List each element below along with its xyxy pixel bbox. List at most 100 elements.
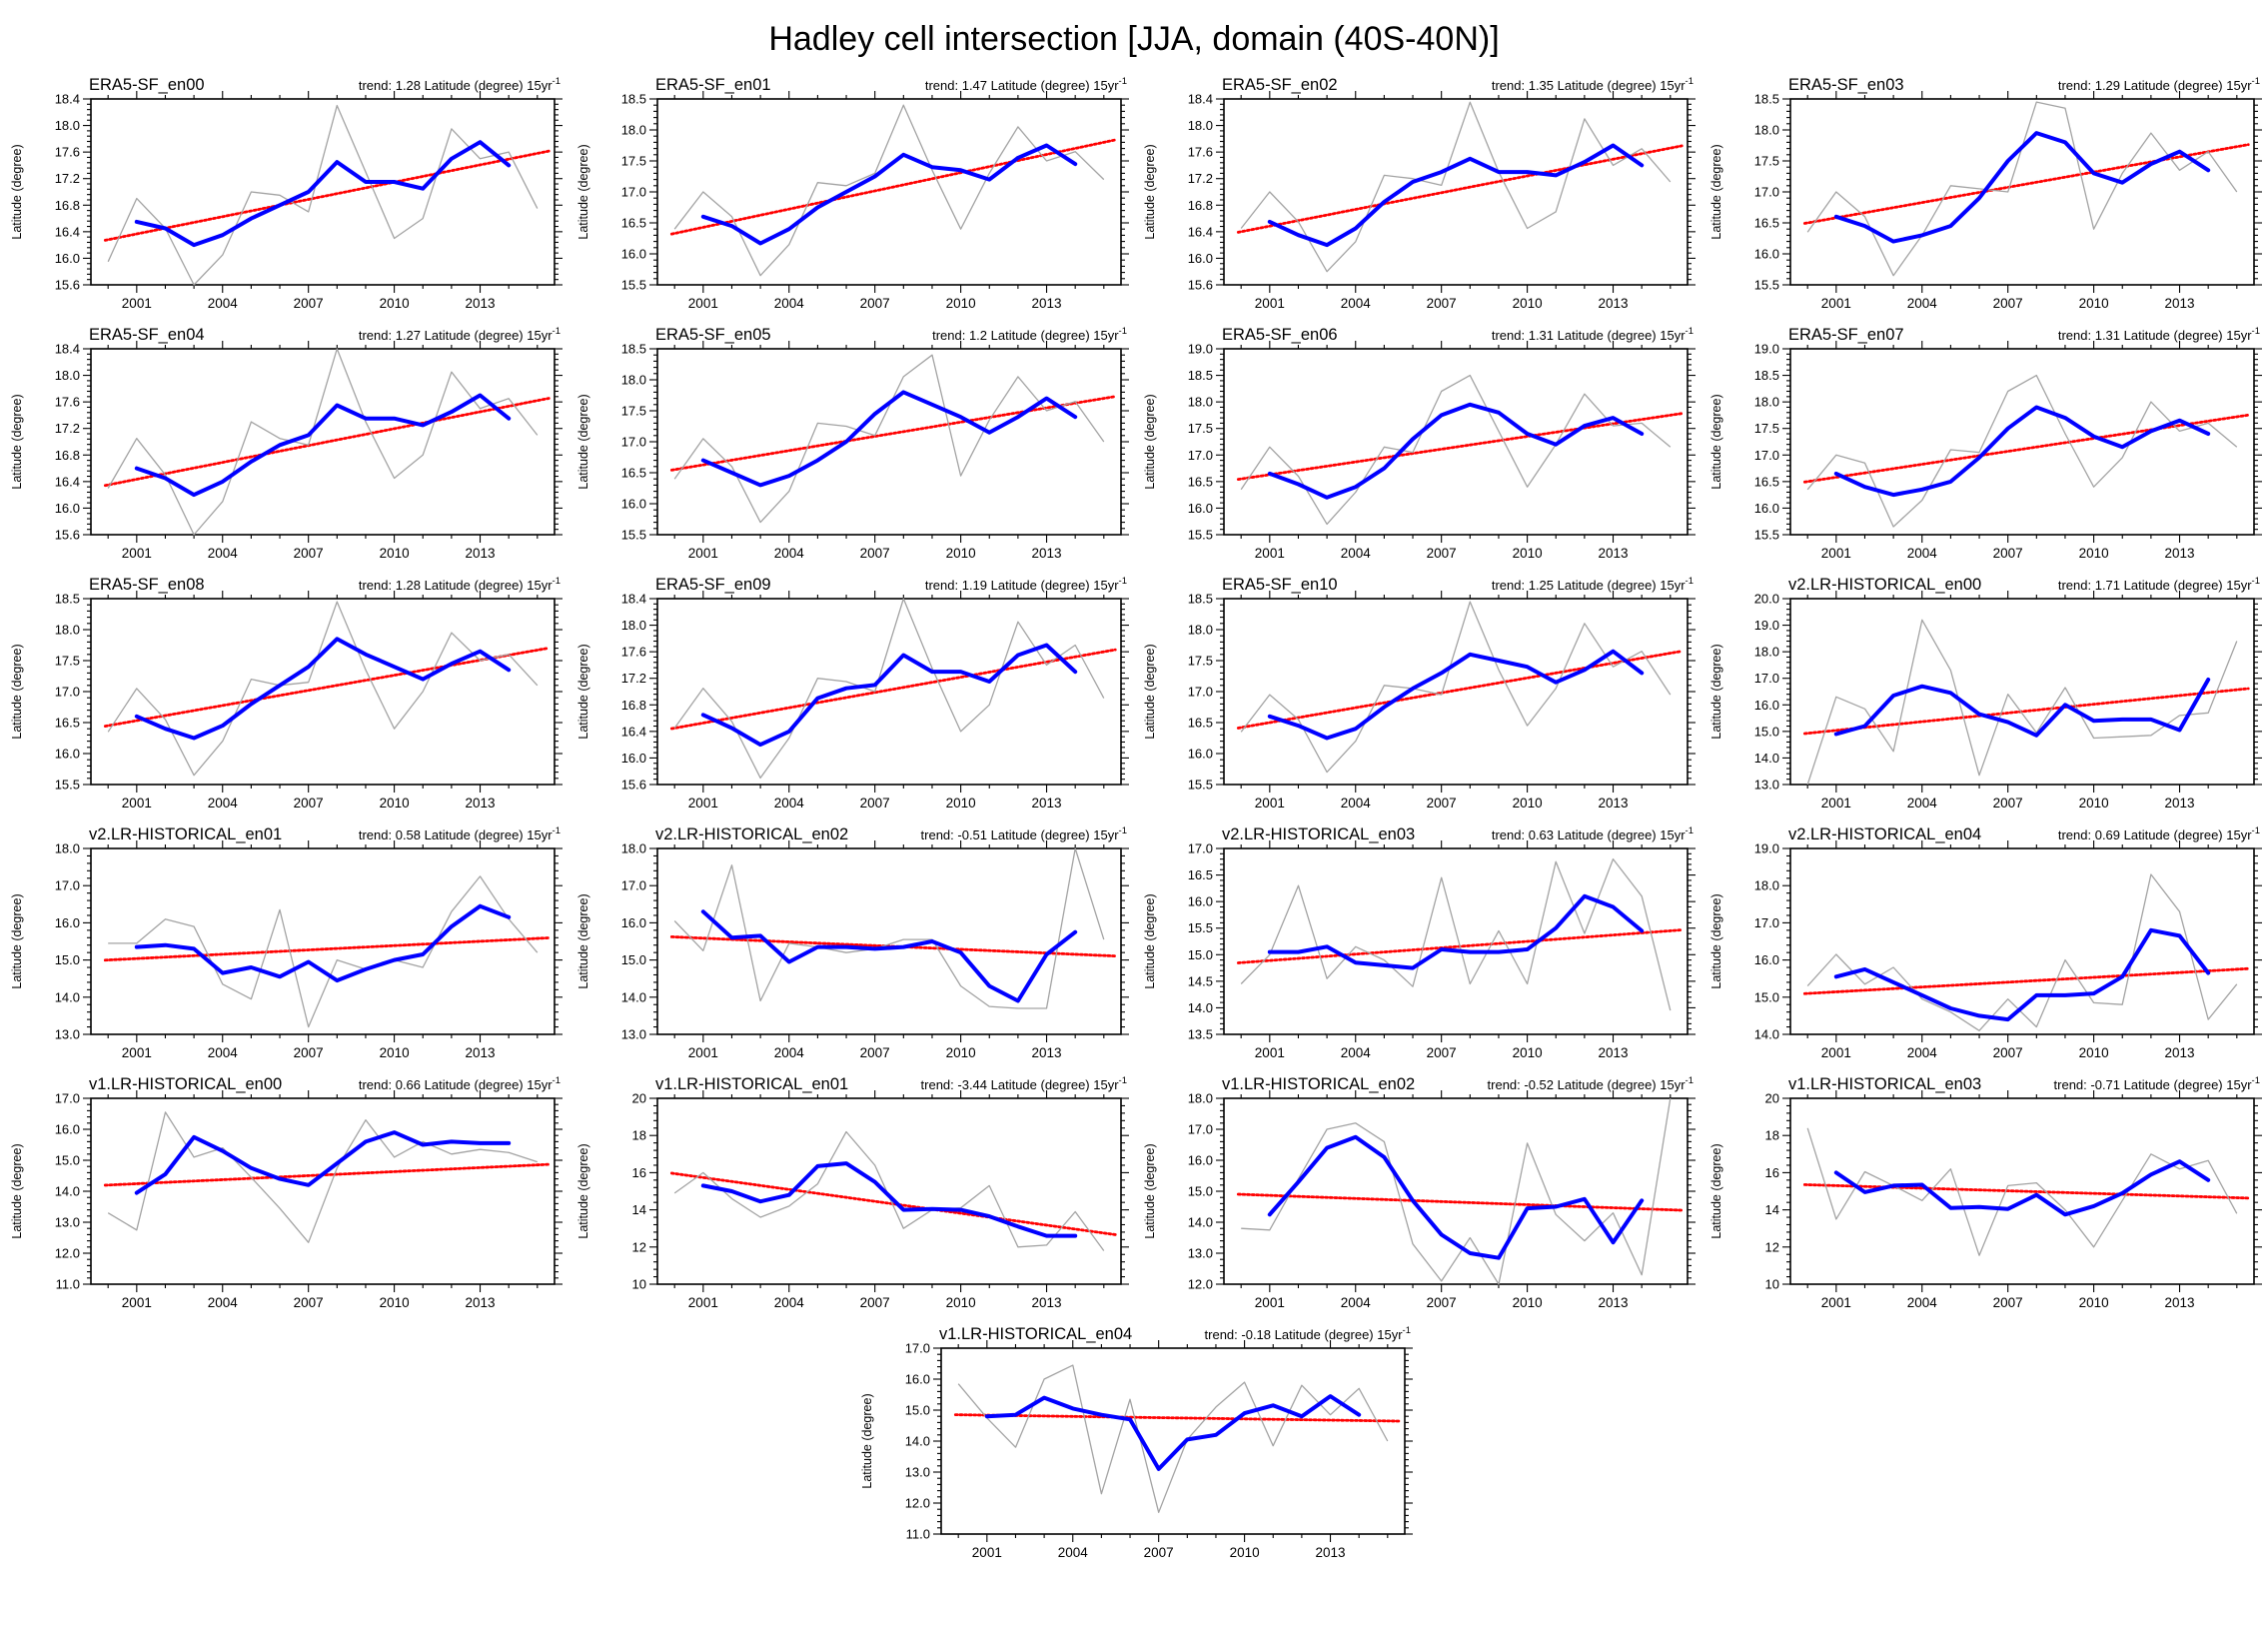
- svg-text:2001: 2001: [1821, 296, 1851, 311]
- chart-panel-17: 20 18 16 14 12 10 2001 2004 2007 2010 2013 Latitude…: [576, 1075, 1129, 1310]
- plot-frame: [1789, 847, 2255, 1035]
- svg-text:2013: 2013: [466, 1295, 496, 1310]
- svg-text:17.5: 17.5: [1754, 154, 1779, 169]
- svg-text:14.0: 14.0: [1188, 1215, 1213, 1230]
- raw-series-line: [1240, 101, 1672, 273]
- svg-text:16.0: 16.0: [1188, 894, 1213, 909]
- raw-series-line: [1806, 1127, 2238, 1256]
- svg-text:2013: 2013: [466, 1045, 496, 1060]
- y-axis-label: Latitude (degree): [10, 144, 24, 239]
- svg-text:14.0: 14.0: [55, 1184, 80, 1199]
- panel-title: v2.LR-HISTORICAL_en01: [89, 825, 282, 843]
- svg-text:2001: 2001: [1255, 296, 1285, 311]
- svg-text:12: 12: [1765, 1239, 1779, 1254]
- svg-text:17.6: 17.6: [621, 645, 646, 660]
- panel-title: v2.LR-HISTORICAL_en00: [1788, 576, 1981, 594]
- y-tick-labels: 18.4 18.0 17.6 17.2 16.8 16.4 16.0 15.6: [1188, 92, 1213, 293]
- smoothed-series-line: [134, 903, 512, 983]
- svg-text:18.0: 18.0: [55, 118, 80, 133]
- chart-panel-18: 18.0 17.0 16.0 15.0 14.0 13.0 12.0 2001 2004 2007…: [1143, 1075, 1696, 1310]
- svg-text:2010: 2010: [1229, 1545, 1259, 1560]
- y-tick-labels: 18.0 17.0 16.0 15.0 14.0 13.0: [55, 841, 80, 1042]
- svg-text:17.6: 17.6: [1188, 145, 1213, 160]
- svg-text:2007: 2007: [294, 546, 324, 561]
- trend-line: [1802, 687, 2250, 736]
- axes-ticks: [1782, 1090, 2262, 1292]
- svg-text:20.0: 20.0: [1754, 592, 1779, 607]
- trend-line: [1802, 1183, 2250, 1200]
- svg-text:13.0: 13.0: [621, 1027, 646, 1042]
- raw-series-line: [673, 354, 1105, 524]
- chart-panel-10: 18.5 18.0 17.5 17.0 16.5 16.0 15.5 2001 2004 2007…: [1143, 576, 1696, 811]
- svg-text:17.2: 17.2: [55, 171, 80, 186]
- y-axis-label: Latitude (degree): [1143, 394, 1157, 489]
- trend-label: trend: 1.71 Latitude (degree) 15yr-1: [2058, 576, 2260, 593]
- svg-text:16.5: 16.5: [1754, 474, 1779, 489]
- x-tick-labels: 2001 2004 2007 2010 2013: [122, 296, 496, 311]
- plot-frame: [1789, 1097, 2255, 1285]
- y-axis-label: Latitude (degree): [10, 893, 24, 988]
- plot-frame: [90, 348, 556, 536]
- panel-title: ERA5-SF_en01: [655, 76, 771, 94]
- x-tick-labels: 2001 2004 2007 2010 2013: [1255, 1045, 1629, 1060]
- trend-label: trend: 0.66 Latitude (degree) 15yr-1: [359, 1075, 561, 1092]
- chart-panel-12: 18.0 17.0 16.0 15.0 14.0 13.0 2001 2004 2007 2010…: [10, 825, 563, 1060]
- smoothed-series-line: [700, 643, 1078, 748]
- x-tick-labels: 2001 2004 2007 2010 2013: [688, 296, 1062, 311]
- plot-frame: [1223, 348, 1689, 536]
- y-tick-labels: 18.5 18.0 17.5 17.0 16.5 16.0 15.5: [621, 92, 646, 293]
- svg-text:18.5: 18.5: [1188, 592, 1213, 607]
- panel-title: ERA5-SF_en07: [1788, 326, 1904, 344]
- svg-text:2007: 2007: [860, 1295, 890, 1310]
- svg-text:2007: 2007: [860, 546, 890, 561]
- raw-series-line: [1240, 374, 1672, 526]
- svg-text:2007: 2007: [294, 796, 324, 811]
- svg-text:14.0: 14.0: [1754, 751, 1779, 766]
- smoothed-series-line: [1267, 1134, 1645, 1260]
- page-title: Hadley cell intersection [JJA, domain (4…: [768, 20, 1500, 58]
- axes-ticks: [649, 341, 1129, 543]
- raw-series-line: [107, 104, 539, 286]
- axes-ticks: [83, 91, 563, 293]
- trend-label: trend: -3.44 Latitude (degree) 15yr-1: [921, 1075, 1127, 1092]
- svg-text:16.4: 16.4: [55, 474, 80, 489]
- svg-text:16.0: 16.0: [1188, 251, 1213, 266]
- plot-frame: [1223, 847, 1689, 1035]
- trend-label: trend: 1.2 Latitude (degree) 15yr-1: [932, 326, 1127, 343]
- figure-page: Hadley cell intersection [JJA, domain (4…: [0, 20, 2268, 1568]
- y-tick-labels: 19.0 18.0 17.0 16.0 15.0 14.0: [1754, 841, 1779, 1042]
- svg-text:16.5: 16.5: [1754, 216, 1779, 231]
- svg-text:18.0: 18.0: [621, 618, 646, 633]
- svg-text:15.5: 15.5: [621, 528, 646, 543]
- chart-panel-7: 19.0 18.5 18.0 17.5 17.0 16.5 16.0 15.5 2001 2004…: [1709, 326, 2262, 561]
- svg-text:2010: 2010: [2079, 546, 2109, 561]
- svg-text:2004: 2004: [208, 546, 239, 561]
- smoothed-series-line: [1833, 131, 2211, 244]
- svg-text:2004: 2004: [1907, 1295, 1938, 1310]
- svg-text:2007: 2007: [294, 1295, 324, 1310]
- chart-panel-6: 19.0 18.5 18.0 17.5 17.0 16.5 16.0 15.5 2001 2004…: [1143, 326, 1696, 561]
- x-tick-labels: 2001 2004 2007 2010 2013: [1255, 296, 1629, 311]
- raw-series-line: [1806, 619, 2238, 786]
- svg-text:2013: 2013: [1032, 296, 1062, 311]
- svg-text:2004: 2004: [208, 296, 239, 311]
- trend-label: trend: 1.19 Latitude (degree) 15yr-1: [925, 576, 1127, 593]
- chart-panel-16: 17.0 16.0 15.0 14.0 13.0 12.0 11.0 2001 2004 2007…: [10, 1075, 563, 1310]
- y-tick-labels: 17.0 16.0 15.0 14.0 13.0 12.0 11.0: [55, 1091, 80, 1292]
- svg-text:2007: 2007: [860, 796, 890, 811]
- axes-ticks: [1782, 591, 2262, 793]
- trend-label: trend: 0.63 Latitude (degree) 15yr-1: [1492, 825, 1694, 842]
- svg-text:16.0: 16.0: [904, 1372, 929, 1387]
- chart-panel-3: 18.5 18.0 17.5 17.0 16.5 16.0 15.5 2001 2004 2007…: [1709, 76, 2262, 311]
- svg-text:15.0: 15.0: [1188, 947, 1213, 962]
- smoothed-series-line: [700, 1161, 1078, 1238]
- svg-text:2007: 2007: [294, 296, 324, 311]
- svg-text:2004: 2004: [1341, 1295, 1372, 1310]
- svg-text:17.2: 17.2: [1188, 171, 1213, 186]
- svg-text:2007: 2007: [1993, 296, 2023, 311]
- svg-text:16.8: 16.8: [1188, 198, 1213, 213]
- chart-panel-8: 18.5 18.0 17.5 17.0 16.5 16.0 15.5 2001 2004 2007…: [10, 576, 563, 811]
- svg-text:15.5: 15.5: [1188, 920, 1213, 935]
- x-tick-labels: 2001 2004 2007 2010 2013: [1255, 546, 1629, 561]
- axes-ticks: [83, 341, 563, 543]
